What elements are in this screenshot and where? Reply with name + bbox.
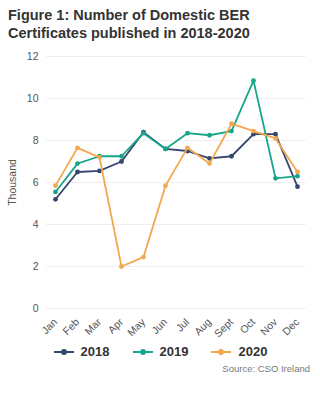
html-text:Figure 1: Number of Domestic B: Figure 1: Number of Domestic BER Certifi… xyxy=(8,7,250,41)
html-text:2019: 2019 xyxy=(159,344,189,359)
svg-text:0: 0 xyxy=(33,302,39,314)
svg-text:Mar: Mar xyxy=(82,315,104,337)
svg-text:Jun: Jun xyxy=(149,316,170,337)
svg-text:Thousand: Thousand xyxy=(6,159,18,206)
svg-text:8: 8 xyxy=(33,134,39,146)
html-text:2020: 2020 xyxy=(238,344,268,359)
html-text:Source: CSO Ireland: Source: CSO Ireland xyxy=(222,363,310,374)
svg-text:Jan: Jan xyxy=(39,316,60,337)
svg-text:10: 10 xyxy=(27,92,39,104)
html-text:2018: 2018 xyxy=(80,344,110,359)
svg-text:Apr: Apr xyxy=(105,315,125,335)
svg-text:Aug: Aug xyxy=(192,316,214,338)
svg-text:6: 6 xyxy=(33,176,39,188)
svg-text:2: 2 xyxy=(33,260,39,272)
svg-text:Oct: Oct xyxy=(237,316,257,336)
svg-text:Nov: Nov xyxy=(258,315,280,337)
svg-text:Sept: Sept xyxy=(212,316,236,340)
svg-text:4: 4 xyxy=(33,218,39,230)
svg-text:May: May xyxy=(125,315,148,338)
svg-text:Feb: Feb xyxy=(60,316,81,337)
svg-text:Jul: Jul xyxy=(173,316,191,334)
svg-text:12: 12 xyxy=(27,50,39,62)
svg-text:Dec: Dec xyxy=(280,316,302,338)
